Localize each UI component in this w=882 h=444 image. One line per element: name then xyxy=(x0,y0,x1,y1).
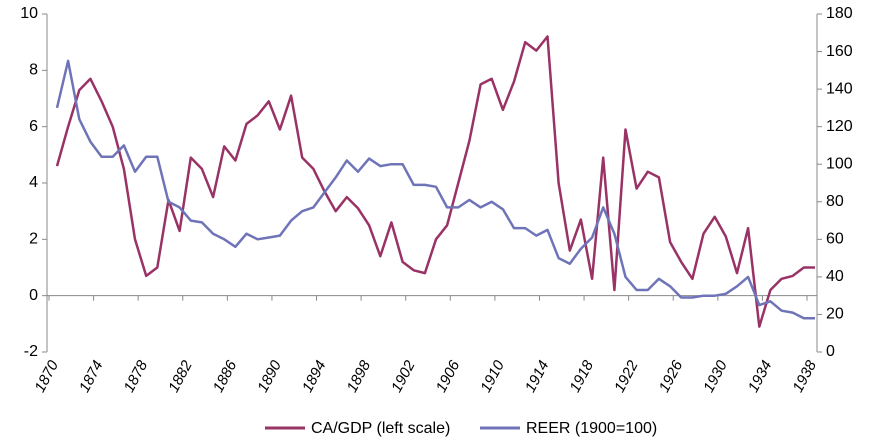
y2-tick-label: 120 xyxy=(826,118,853,135)
x-tick-label: 1914 xyxy=(522,358,553,395)
x-tick-label: 1938 xyxy=(789,357,820,395)
y-tick-label: 6 xyxy=(29,118,38,135)
x-tick-label: 1886 xyxy=(210,357,241,395)
x-tick-label: 1902 xyxy=(388,357,419,395)
x-tick-label: 1906 xyxy=(433,357,464,395)
y2-tick-label: 40 xyxy=(826,268,844,285)
y-tick-label: 4 xyxy=(29,174,38,191)
x-tick-label: 1878 xyxy=(121,357,152,395)
x-tick-label: 1926 xyxy=(656,357,687,395)
legend-label: CA/GDP (left scale) xyxy=(311,420,450,437)
y2-tick-label: 60 xyxy=(826,231,844,248)
y2-tick-label: 180 xyxy=(826,5,853,22)
y-tick-label: 2 xyxy=(29,231,38,248)
y2-tick-label: 100 xyxy=(826,155,853,172)
x-tick-label: 1918 xyxy=(566,357,597,395)
x-tick-label: 1890 xyxy=(254,357,285,395)
x-tick-label: 1934 xyxy=(745,358,776,395)
x-tick-label: 1922 xyxy=(611,357,642,395)
legend-label: REER (1900=100) xyxy=(526,420,657,437)
y2-tick-label: 0 xyxy=(826,343,835,360)
series-line xyxy=(55,35,815,328)
x-tick-label: 1930 xyxy=(700,357,731,395)
y2-tick-label: 20 xyxy=(826,306,844,323)
x-tick-label: 1898 xyxy=(343,357,374,395)
y2-tick-label: 140 xyxy=(826,80,853,97)
y2-tick-label: 80 xyxy=(826,193,844,210)
y-tick-label: -2 xyxy=(24,343,38,360)
y-tick-label: 8 xyxy=(29,62,38,79)
series-line xyxy=(55,59,815,320)
x-tick-label: 1910 xyxy=(477,357,508,395)
x-tick-label: 1882 xyxy=(165,357,196,395)
y-tick-label: 0 xyxy=(29,287,38,304)
x-tick-label: 1874 xyxy=(76,358,107,395)
x-tick-label: 1894 xyxy=(299,358,330,395)
y2-tick-label: 160 xyxy=(826,43,853,60)
y-tick-label: 10 xyxy=(20,5,38,22)
x-tick-label: 1870 xyxy=(31,357,62,395)
